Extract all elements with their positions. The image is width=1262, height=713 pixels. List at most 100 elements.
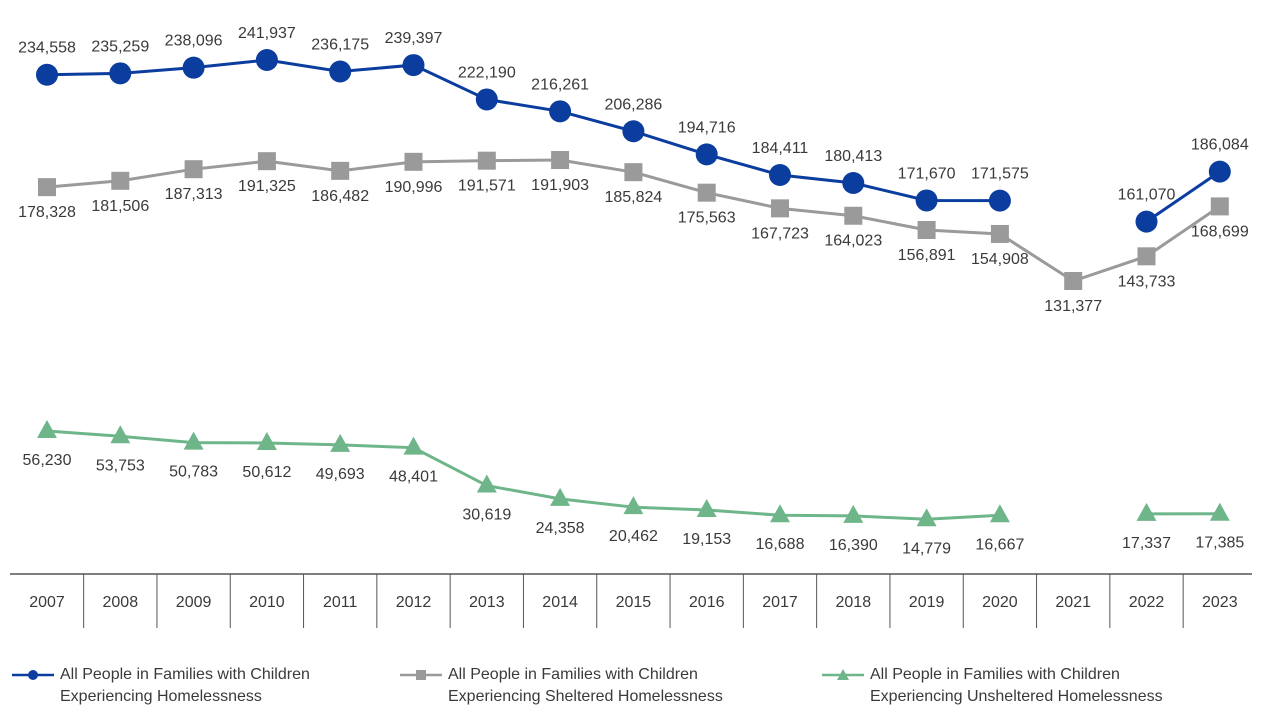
data-label: 238,096	[165, 33, 223, 50]
data-label: 191,571	[458, 178, 516, 195]
data-label: 186,084	[1191, 137, 1249, 154]
x-tick-label: 2015	[616, 594, 652, 611]
legend-item-sheltered: All People in Families with Children Exp…	[398, 664, 723, 708]
x-tick-label: 2020	[982, 594, 1018, 611]
data-point-circle	[36, 63, 58, 86]
data-label: 48,401	[389, 469, 438, 486]
data-label: 190,996	[385, 179, 443, 196]
data-label: 53,753	[96, 457, 145, 474]
x-tick-label: 2013	[469, 594, 505, 611]
data-point-square	[624, 163, 643, 182]
data-label: 161,070	[1118, 187, 1176, 204]
legend-label-sheltered-line2: Experiencing Sheltered Homelessness	[448, 688, 723, 705]
series-line	[46, 58, 1000, 203]
data-point-triangle	[183, 431, 204, 450]
data-label: 154,908	[971, 251, 1029, 268]
x-tick-label: 2008	[103, 594, 139, 611]
legend-swatch-square	[400, 670, 442, 680]
data-point-square	[184, 160, 203, 179]
data-point-square	[917, 220, 936, 239]
legend-label-unsheltered-line2: Experiencing Unsheltered Homelessness	[870, 688, 1163, 705]
data-label: 20,462	[609, 528, 658, 545]
data-point-square	[697, 183, 716, 202]
data-point-square	[111, 171, 130, 190]
data-point-circle	[915, 189, 938, 212]
data-label: 187,313	[165, 186, 223, 203]
legend-label-total-line1: All People in Families with Children	[60, 666, 310, 683]
data-point-square	[551, 151, 570, 170]
data-point-triangle	[770, 504, 790, 523]
data-point-circle	[402, 54, 425, 77]
data-label: 17,337	[1122, 535, 1171, 552]
data-point-square	[1137, 247, 1156, 266]
data-label: 17,385	[1195, 535, 1244, 552]
legend-item-total: All People in Families with Children Exp…	[10, 664, 310, 708]
data-label: 24,358	[536, 520, 585, 537]
data-point-square	[1064, 272, 1083, 290]
data-point-triangle	[696, 498, 717, 517]
data-label: 184,411	[752, 140, 809, 157]
data-point-square	[257, 152, 276, 171]
data-point-circle	[475, 88, 498, 111]
data-point-circle	[255, 49, 278, 71]
data-point-square	[477, 151, 496, 170]
x-tick-label: 2016	[689, 594, 725, 611]
x-tick-label: 2014	[542, 594, 578, 611]
data-point-triangle	[989, 504, 1010, 523]
data-label: 222,190	[458, 64, 516, 81]
data-point-circle	[549, 100, 572, 123]
data-label: 234,558	[18, 40, 76, 57]
data-point-square	[844, 206, 863, 225]
data-point-square	[404, 152, 423, 171]
data-point-circle	[1208, 160, 1231, 183]
data-point-square	[38, 178, 56, 197]
data-label: 16,390	[829, 537, 878, 554]
data-label: 191,325	[238, 178, 296, 195]
data-label: 206,286	[604, 96, 662, 113]
data-label: 171,670	[898, 165, 956, 182]
data-label: 164,023	[824, 233, 882, 250]
x-tick-label: 2023	[1202, 594, 1238, 611]
data-label: 191,903	[531, 177, 589, 194]
data-label: 50,612	[242, 464, 291, 481]
data-label: 16,688	[756, 536, 805, 553]
data-label: 56,230	[23, 452, 72, 469]
data-label: 185,824	[604, 189, 662, 206]
data-label: 167,723	[751, 225, 809, 242]
legend-item-unsheltered: All People in Families with Children Exp…	[820, 664, 1163, 708]
data-point-triangle	[330, 433, 351, 452]
data-label: 178,328	[18, 204, 76, 221]
data-label: 171,575	[971, 166, 1029, 183]
data-point-circle	[182, 56, 205, 79]
data-label: 175,563	[678, 210, 736, 227]
data-label: 50,783	[169, 464, 218, 481]
data-label: 194,716	[678, 119, 736, 136]
data-point-circle	[1135, 210, 1158, 233]
data-point-triangle	[110, 425, 131, 444]
data-point-square	[1210, 197, 1229, 216]
data-point-circle	[769, 163, 791, 186]
data-label: 30,619	[462, 507, 511, 524]
data-point-triangle	[550, 487, 571, 506]
legend-swatch-circle	[12, 670, 54, 680]
data-label: 49,693	[316, 466, 365, 483]
x-tick-label: 2012	[396, 594, 432, 611]
data-point-circle	[988, 189, 1011, 212]
x-tick-label: 2018	[836, 594, 872, 611]
data-label: 180,413	[824, 148, 882, 165]
x-tick-label: 2010	[249, 594, 285, 611]
data-point-triangle	[37, 420, 57, 438]
legend-label-sheltered-line1: All People in Families with Children	[448, 666, 698, 683]
x-tick-label: 2011	[323, 594, 358, 611]
data-point-triangle	[916, 508, 937, 527]
data-point-square	[331, 161, 350, 180]
data-label: 186,482	[311, 188, 369, 205]
data-point-triangle	[256, 431, 277, 450]
data-point-triangle	[403, 436, 424, 455]
data-point-square	[771, 199, 789, 218]
data-point-circle	[622, 120, 645, 143]
legend-label-total-line2: Experiencing Homelessness	[60, 688, 262, 705]
line-chart: 2007 2008 2009 2010 2011 2012 2013 2014 2015 2016…	[10, 25, 1252, 628]
data-point-triangle	[1209, 502, 1230, 521]
x-tick-label: 2007	[29, 594, 65, 611]
